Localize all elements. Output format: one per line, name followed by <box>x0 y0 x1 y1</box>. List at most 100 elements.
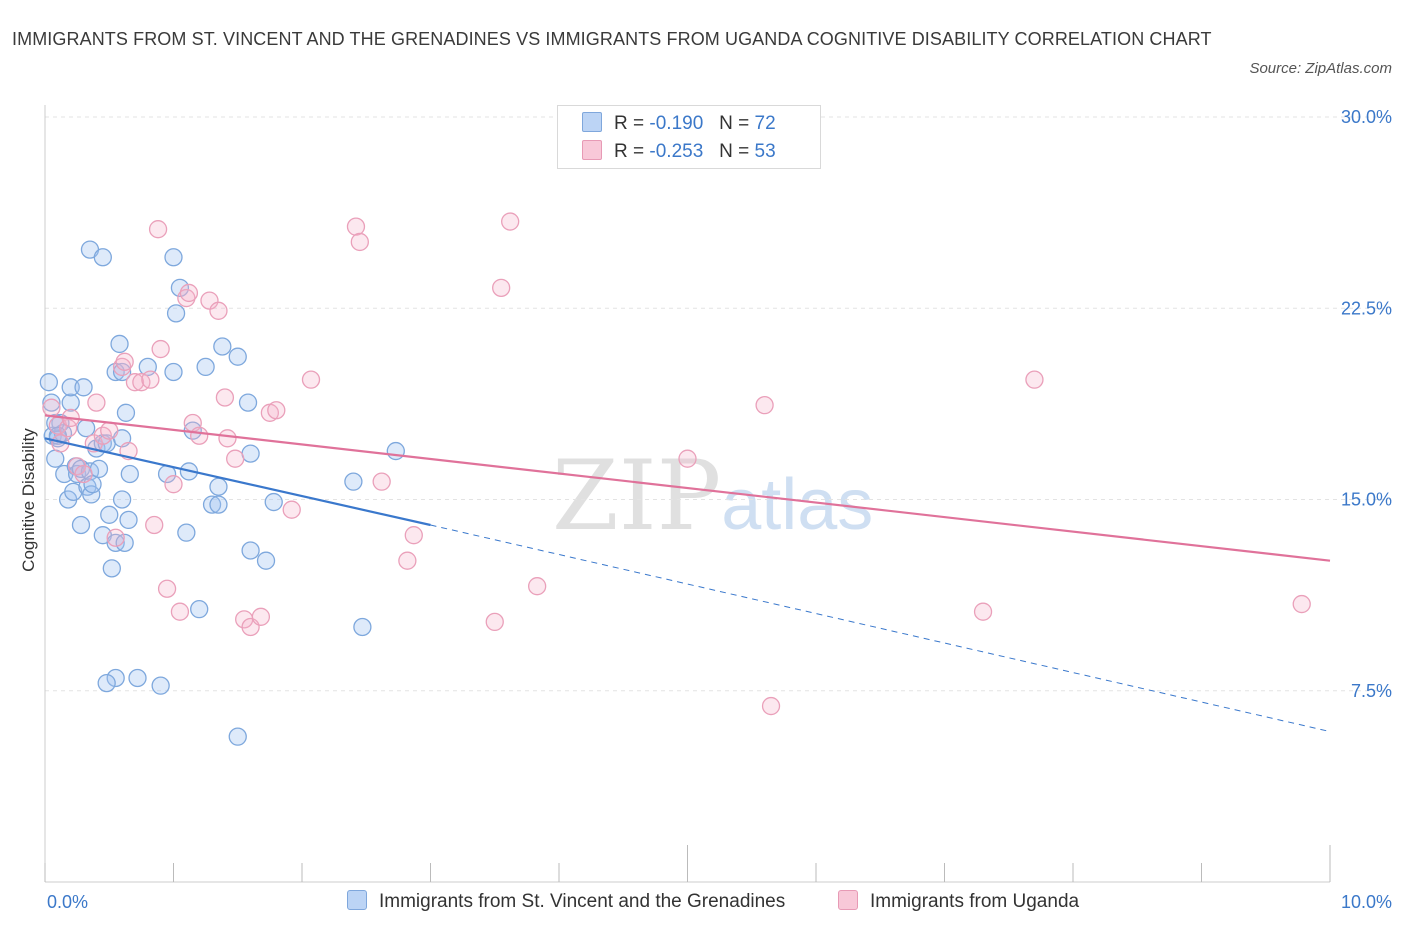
uganda-point <box>350 232 369 252</box>
stvincent-point <box>61 393 80 412</box>
stvincent-point <box>110 334 129 354</box>
uganda-point <box>215 388 235 407</box>
stvincent-point <box>241 444 260 463</box>
stvincent-point <box>116 403 136 422</box>
stvincent-point <box>190 600 209 619</box>
uganda-point <box>145 515 164 535</box>
stvincent-point <box>256 551 276 570</box>
stvincent-point <box>97 673 116 693</box>
uganda-point <box>125 373 145 392</box>
uganda-point <box>179 283 199 303</box>
uganda-point <box>528 577 547 596</box>
uganda-point <box>282 500 301 519</box>
stvincent-point <box>241 541 260 560</box>
stvincent-point <box>196 357 215 377</box>
uganda-point <box>1292 594 1311 614</box>
stvincent-point <box>93 248 112 267</box>
n-value: 53 <box>754 141 776 162</box>
stvincent-point <box>112 490 132 509</box>
uganda-point <box>74 464 93 484</box>
stvincent-point <box>344 472 363 491</box>
stvincent-point <box>46 449 65 468</box>
stvincent-point <box>71 515 91 535</box>
uganda-point <box>209 301 228 320</box>
uganda-point <box>251 607 271 626</box>
stvincent-point <box>238 393 258 412</box>
uganda-point <box>190 426 209 445</box>
uganda-point <box>42 398 61 417</box>
legend-row-stvincent: R = -0.190 N = 72 <box>582 110 776 138</box>
uganda-point <box>301 370 321 389</box>
stvincent-point <box>115 533 134 552</box>
stvincent-point <box>83 475 102 494</box>
stvincent-point <box>177 523 196 542</box>
uganda-point <box>87 393 106 412</box>
y-tick-label: 15.0% <box>1341 490 1392 510</box>
stvincent-point <box>164 248 183 267</box>
stvincent-point <box>39 373 59 392</box>
uganda-point <box>157 579 177 598</box>
uganda-point <box>372 472 391 491</box>
stvincent-trend-line <box>44 437 431 527</box>
y-tick-label: 30.0% <box>1341 107 1392 127</box>
r-value: -0.253 <box>649 141 704 162</box>
legend-item-uganda: Immigrants from Uganda <box>838 888 1079 916</box>
uganda-point <box>100 421 119 440</box>
x-tick-label: 0.0% <box>47 892 88 912</box>
legend-item-stvincent: Immigrants from St. Vincent and the Gren… <box>347 888 785 916</box>
uganda-point <box>485 612 504 632</box>
stvincent-point <box>61 378 80 397</box>
stvincent-point <box>119 510 138 530</box>
stvincent-point <box>42 393 61 412</box>
chart-title: IMMIGRANTS FROM ST. VINCENT AND THE GREN… <box>12 29 1212 49</box>
uganda-point <box>267 401 286 420</box>
uganda-point <box>492 278 511 298</box>
stvincent-point <box>106 668 125 688</box>
stvincent-point <box>128 668 147 688</box>
legend-label: Immigrants from Uganda <box>870 891 1080 912</box>
uganda-point <box>177 288 196 308</box>
uganda-point <box>678 449 697 468</box>
n-value: 72 <box>754 113 776 134</box>
legend-label: Immigrants from St. Vincent and the Gren… <box>379 891 786 912</box>
uganda-point <box>226 449 245 468</box>
uganda-point <box>115 352 134 371</box>
uganda-point <box>151 339 170 359</box>
stvincent-point <box>102 559 121 578</box>
stvincent-point <box>228 347 247 366</box>
stvincent-trend-extension <box>430 524 1331 733</box>
stats-legend: R = -0.190 N = 72 R = -0.253 N = 53 <box>557 105 821 169</box>
stvincent-point <box>386 441 405 461</box>
y-axis-title: Cognitive Disability <box>19 428 38 572</box>
stvincent-point <box>353 617 372 637</box>
stvincent-point <box>100 505 119 524</box>
uganda-point <box>112 357 132 377</box>
uganda-point <box>200 291 219 310</box>
stvincent-point <box>209 477 228 496</box>
pink-swatch <box>838 890 858 910</box>
watermark-zip: ZIP <box>552 440 722 552</box>
uganda-point <box>170 602 190 621</box>
watermark-atlas: atlas <box>721 465 874 545</box>
y-tick-label: 7.5% <box>1351 681 1392 701</box>
stvincent-point <box>228 727 247 746</box>
stvincent-point <box>120 464 139 484</box>
legend-row-uganda: R = -0.253 N = 53 <box>582 138 776 166</box>
blue-swatch <box>347 890 367 910</box>
uganda-point <box>106 528 125 547</box>
stvincent-point <box>202 495 222 514</box>
stvincent-point <box>74 378 93 397</box>
stvincent-point <box>76 418 96 438</box>
stvincent-point <box>64 482 83 502</box>
uganda-trend-line <box>44 414 1331 562</box>
stvincent-point <box>170 278 190 298</box>
uganda-point <box>148 220 168 239</box>
uganda-point <box>404 526 423 545</box>
uganda-point <box>761 696 781 716</box>
stvincent-point <box>209 495 228 514</box>
stvincent-point <box>164 362 183 382</box>
uganda-point <box>346 217 366 236</box>
r-value: -0.190 <box>649 113 704 134</box>
stvincent-point <box>213 337 232 356</box>
